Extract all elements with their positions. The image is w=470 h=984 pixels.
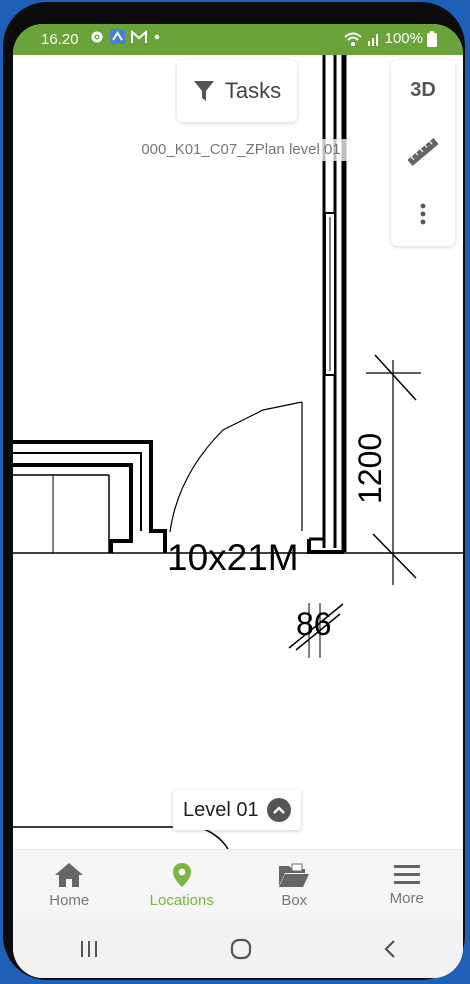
status-bar: 16.20 100% bbox=[13, 24, 463, 55]
tasks-button-label: Tasks bbox=[224, 78, 282, 103]
nav-label: Locations bbox=[149, 891, 214, 909]
floor-plan-canvas[interactable]: 10x21M 1200 86 bbox=[13, 55, 463, 849]
view-3d-button[interactable]: 3D bbox=[410, 78, 436, 101]
home-circle-icon[interactable] bbox=[230, 938, 252, 960]
plan-label-dimension-small: 86 bbox=[296, 606, 332, 642]
plan-name-label: 000_K01_C07_ZPlan level 01 bbox=[121, 139, 361, 161]
more-vertical-icon bbox=[420, 203, 426, 225]
plan-label-door-size: 10x21M bbox=[167, 537, 299, 578]
plan-label-dimension-vertical: 1200 bbox=[352, 433, 388, 504]
plan-dimension-line bbox=[372, 533, 417, 579]
level-selector[interactable]: Level 01 bbox=[173, 790, 301, 830]
plan-dimension-line bbox=[374, 354, 417, 401]
signal-icon bbox=[367, 33, 378, 46]
bottom-navigation: Home Locations Box More bbox=[13, 849, 463, 920]
recent-apps-icon[interactable] bbox=[79, 940, 99, 958]
app-notification-icon bbox=[110, 29, 125, 44]
dot-icon bbox=[154, 34, 160, 39]
status-right: 100% bbox=[343, 30, 437, 47]
plan-wall-line bbox=[13, 463, 133, 553]
folder-icon bbox=[279, 863, 310, 887]
app-screen: 16.20 100% bbox=[13, 24, 463, 978]
ruler-icon bbox=[408, 138, 438, 166]
more-options-button[interactable] bbox=[391, 184, 455, 244]
chevron-up-icon bbox=[266, 798, 291, 822]
nav-item-box[interactable]: Box bbox=[238, 850, 351, 920]
nav-label: Box bbox=[281, 891, 308, 909]
plan-wall-line bbox=[13, 452, 142, 531]
back-icon[interactable] bbox=[383, 939, 397, 959]
nav-item-more[interactable]: More bbox=[351, 850, 464, 920]
location-pin-icon bbox=[172, 862, 191, 887]
plan-dimension-line bbox=[288, 603, 344, 649]
home-icon bbox=[55, 862, 84, 887]
plan-wall-end bbox=[307, 539, 344, 554]
plan-tool-panel: 3D bbox=[391, 60, 455, 246]
level-label: Level 01 bbox=[183, 798, 259, 821]
system-navigation-bar bbox=[13, 919, 463, 978]
nav-item-home[interactable]: Home bbox=[13, 850, 126, 920]
status-time: 16.20 bbox=[41, 31, 79, 48]
gmail-icon bbox=[131, 29, 147, 43]
nav-label: More bbox=[389, 889, 424, 907]
menu-icon bbox=[393, 864, 420, 884]
wifi-icon bbox=[343, 32, 362, 46]
phone-frame: 16.20 100% bbox=[3, 2, 465, 980]
settings-gear-icon bbox=[91, 31, 103, 42]
plan-wall-line bbox=[309, 529, 326, 541]
nav-label: Home bbox=[49, 891, 90, 909]
battery-icon bbox=[427, 30, 437, 47]
status-notification-icons bbox=[90, 29, 161, 44]
battery-percent: 100% bbox=[384, 30, 423, 47]
plan-door-swing bbox=[169, 401, 303, 533]
tasks-filter-button[interactable]: Tasks bbox=[177, 60, 297, 122]
measure-button[interactable] bbox=[391, 122, 455, 182]
nav-item-locations[interactable]: Locations bbox=[126, 850, 239, 920]
plan-wall-line bbox=[13, 440, 167, 553]
filter-icon bbox=[193, 81, 214, 101]
plan-dimension-line bbox=[295, 613, 341, 651]
plan-curve-line bbox=[197, 826, 229, 849]
